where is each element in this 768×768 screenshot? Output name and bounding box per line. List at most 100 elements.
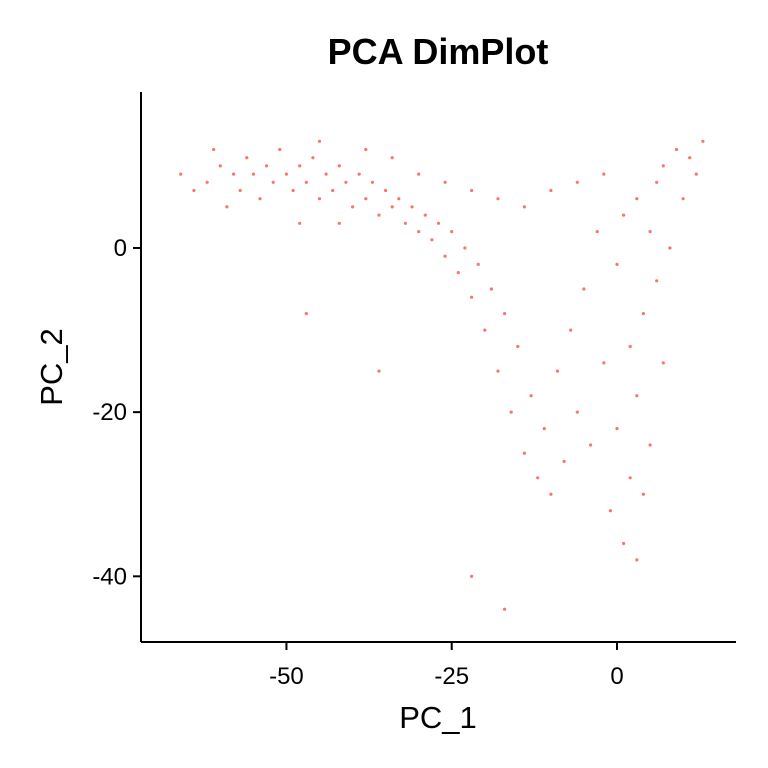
- y-tick-label: -40: [92, 563, 127, 590]
- data-point: [436, 221, 441, 225]
- data-point: [410, 205, 414, 209]
- data-point: [496, 369, 500, 373]
- y-tick-label: 0: [114, 235, 127, 262]
- data-point: [529, 394, 533, 398]
- data-point: [337, 164, 341, 168]
- data-point: [351, 205, 355, 209]
- data-point: [337, 221, 341, 225]
- data-point: [403, 221, 407, 225]
- data-point: [463, 246, 467, 250]
- data-point: [324, 172, 328, 176]
- data-point: [317, 139, 322, 143]
- data-point: [245, 156, 249, 160]
- data-point: [470, 295, 474, 299]
- data-point: [417, 172, 421, 176]
- data-point: [681, 197, 685, 201]
- data-point: [298, 221, 302, 225]
- data-point: [192, 188, 196, 193]
- data-point: [503, 312, 507, 316]
- data-point: [489, 287, 493, 291]
- data-point: [456, 271, 460, 275]
- data-point: [298, 164, 302, 168]
- data-point: [555, 369, 560, 373]
- data-point: [278, 147, 282, 152]
- data-point: [212, 147, 216, 152]
- data-point: [496, 197, 500, 201]
- data-point: [575, 410, 579, 414]
- data-point: [364, 147, 368, 152]
- data-point: [430, 238, 434, 242]
- y-axis-ticks: 0 -20 -40: [92, 235, 141, 590]
- data-point: [615, 427, 619, 431]
- data-point: [311, 156, 315, 160]
- data-point: [575, 180, 579, 184]
- y-tick-label: -20: [92, 399, 127, 426]
- data-point: [522, 205, 527, 209]
- data-point: [232, 172, 236, 176]
- data-point: [271, 180, 275, 184]
- x-tick-label: 0: [610, 663, 623, 690]
- data-point: [602, 361, 606, 365]
- data-point: [251, 172, 255, 176]
- data-point: [503, 607, 507, 611]
- points-layer: [179, 139, 705, 611]
- data-point: [317, 197, 322, 201]
- data-point: [688, 156, 692, 160]
- data-point: [390, 156, 394, 160]
- data-point: [265, 164, 269, 168]
- chart-title: PCA DimPlot: [328, 31, 549, 72]
- x-tick-label: -50: [269, 663, 304, 690]
- data-point: [443, 254, 447, 258]
- data-point: [331, 188, 335, 193]
- data-point: [595, 230, 599, 234]
- data-point: [536, 476, 540, 480]
- data-point: [450, 230, 454, 234]
- data-point: [608, 509, 613, 513]
- data-point: [509, 410, 513, 414]
- data-point: [417, 230, 421, 234]
- data-point: [628, 476, 632, 480]
- data-point: [304, 312, 308, 316]
- data-point: [622, 213, 626, 217]
- data-point: [476, 262, 480, 266]
- data-point: [668, 246, 672, 250]
- data-point: [694, 172, 698, 176]
- data-point: [674, 147, 679, 152]
- data-point: [648, 443, 652, 447]
- data-point: [470, 574, 474, 578]
- data-point: [304, 180, 308, 184]
- data-point: [641, 492, 646, 496]
- data-point: [390, 205, 394, 209]
- data-point: [284, 172, 288, 176]
- data-point: [641, 312, 646, 316]
- data-point: [344, 180, 348, 184]
- data-point: [238, 188, 242, 193]
- data-point: [661, 361, 665, 365]
- data-point: [635, 558, 639, 562]
- x-axis-title: PC_1: [399, 700, 477, 735]
- data-point: [602, 172, 606, 176]
- data-point: [648, 230, 652, 234]
- data-point: [635, 197, 639, 201]
- data-point: [516, 344, 520, 349]
- data-point: [377, 369, 381, 373]
- data-point: [397, 197, 401, 201]
- data-point: [291, 188, 295, 193]
- x-axis-ticks: -50 -25 0: [269, 642, 624, 690]
- data-point: [370, 180, 374, 184]
- data-point: [423, 213, 427, 217]
- data-point: [384, 188, 388, 193]
- data-point: [357, 172, 361, 176]
- data-point: [225, 205, 229, 209]
- data-point: [549, 188, 553, 193]
- data-point: [258, 197, 262, 201]
- data-point: [701, 139, 705, 143]
- data-point: [569, 328, 573, 332]
- data-point: [582, 287, 586, 291]
- data-point: [661, 164, 665, 168]
- data-point: [483, 328, 487, 332]
- data-point: [179, 172, 183, 176]
- data-point: [218, 164, 222, 168]
- data-point: [635, 394, 639, 398]
